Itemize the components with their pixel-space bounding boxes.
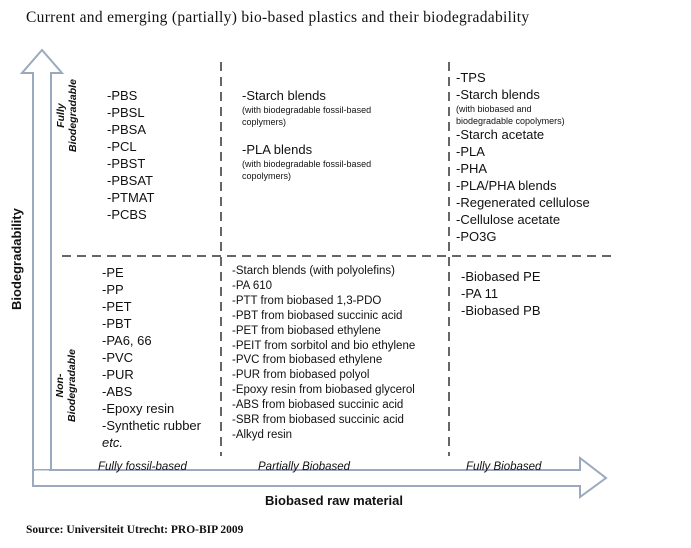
plastic-item: -PBSL [107,105,145,120]
figure-title: Current and emerging (partially) bio-bas… [26,9,530,26]
plastic-item: -PBST [107,156,146,171]
plastic-item: -Regenerated cellulose [456,195,590,210]
plastic-item-note: copolymers) [242,170,292,181]
x-category-fully-fossil: Fully fossil-based [98,461,187,473]
cell-biodegradable-fossil: -PBS -PBSL -PBSA -PCL -PBST -PBSAT -PTMAT -PCBS [107,87,154,223]
x-axis-label: Biobased raw material [265,493,403,508]
plastic-item: -PEIT from sorbitol and bio ethylene [232,339,416,352]
y-category-bottom-line1: Non- [54,373,66,398]
cell-nonbiodegradable-biobased: -Biobased PE -PA 11 -Biobased PB [461,268,541,319]
plastic-item: -Biobased PB [461,303,541,318]
y-category-top-line2: Biodegradable [67,79,79,152]
plastic-item: -Starch acetate [456,127,545,142]
plastic-item: -PCBS [107,207,147,222]
plastic-item: -PA 11 [461,286,499,301]
plastic-item: -PBS [107,88,138,103]
plastic-item: -PTT from biobased 1,3-PDO [232,294,382,307]
plastic-item: -PP [102,282,124,297]
x-category-fully-biobased: Fully Biobased [466,461,542,473]
y-category-fully-biodegradable: Fully Biodegradable [55,79,79,152]
plastic-item: -Starch blends [242,88,326,103]
y-category-bottom-line2: Biodegradable [66,349,78,422]
plastic-item: -PUR from biobased polyol [232,369,370,382]
cell-biodegradable-biobased: -TPS -Starch blends (with biobased and biod… [456,69,590,245]
plastic-item: -ABS [102,384,133,399]
y-axis-arrow [19,48,65,473]
plastic-item: -PLA blends [242,142,313,157]
plastic-item: -PET [102,299,132,314]
y-category-non-biodegradable: Non- Biodegradable [54,349,78,422]
plastic-item: -PBSAT [107,173,153,188]
plastic-item: -Synthetic rubber [102,418,201,433]
plastic-item: -PLA/PHA blends [456,178,557,193]
cell-nonbiodegradable-partial: -Starch blends (with polyolefins) -PA 610… [232,264,415,443]
plastic-item: -Cellulose acetate [456,212,561,227]
plastic-item: -PBSA [107,122,147,137]
plastic-item: -PBT from biobased succinic acid [232,309,403,322]
source-note: Source: Universiteit Utrecht: PRO-BIP 20… [26,524,244,536]
x-category-partially-biobased: Partially Biobased [258,461,351,473]
plastic-item: -PVC from biobased ethylene [232,354,383,367]
plastic-item: -PHA [456,161,488,176]
cell-biodegradable-partial: -Starch blends (with biodegradable fossil… [242,87,371,181]
plastic-item: -PTMAT [107,190,155,205]
plastic-item: -Starch blends (with polyolefins) [232,265,395,277]
plastic-item: -PET from biobased ethylene [232,324,381,337]
plastic-item: -PBT [102,316,132,331]
plastic-item-note: (with biodegradable fossil-based [242,159,372,169]
plastic-item: -PUR [102,367,134,382]
plastic-item: -ABS from biobased succinic acid [232,399,404,412]
plastic-item: -Epoxy resin from biobased glycerol [232,384,415,397]
plastic-item: -PVC [102,350,134,365]
plastic-item: -PA 610 [232,279,273,292]
plastic-item-note: (with biobased and [456,104,532,114]
y-axis-label: Biodegradability [9,208,24,310]
plastic-item: -TPS [456,70,486,85]
cell-nonbiodegradable-fossil: -PE -PP -PET -PBT -PA6, 66 -PVC -PUR -ABS -Epoxy… [102,264,201,451]
plastic-item: -PA6, 66 [102,333,152,348]
plastic-item: -Epoxy resin [102,401,175,416]
plastic-item-note: (with biodegradable fossil-based [242,105,372,115]
plastic-item: -PE [102,265,124,280]
plastic-item: -PCL [107,139,137,154]
plastic-item: -PLA [456,144,485,159]
plastic-item-note: biodegradable copolymers) [456,115,565,126]
plastic-item: -Alkyd resin [232,428,293,441]
plastic-item: -SBR from biobased succinic acid [232,414,404,427]
plastic-item: -Starch blends [456,87,540,102]
y-category-top-line1: Fully [55,103,67,128]
plastic-item: -Biobased PE [461,269,541,284]
etc-note: etc. [102,435,123,450]
plastic-item: -PO3G [456,229,497,244]
plastic-item-note: coplymers) [242,116,287,127]
x-axis-arrow [32,455,608,499]
